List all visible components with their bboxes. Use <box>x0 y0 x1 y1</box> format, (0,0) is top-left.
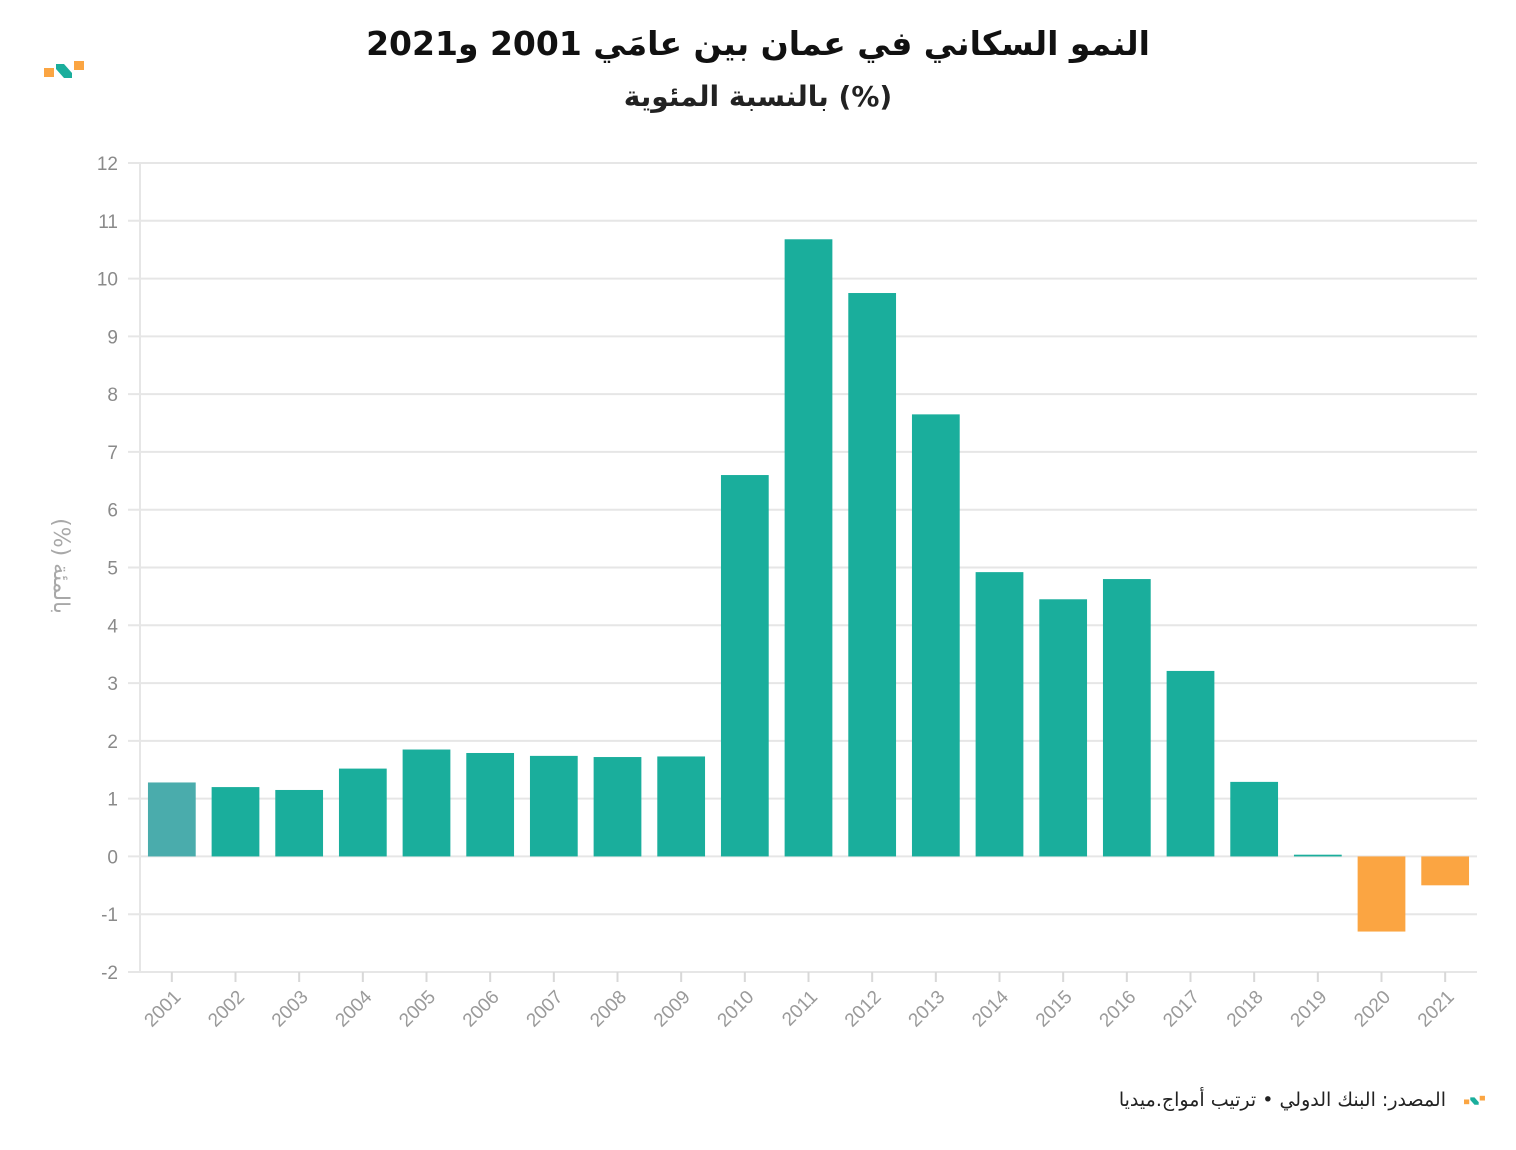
x-tick-label: 2020 <box>1350 987 1395 1032</box>
bar <box>1293 854 1342 857</box>
x-tick-label: 2003 <box>268 987 313 1032</box>
y-tick-label: 0 <box>107 847 118 868</box>
x-tick-label: 2012 <box>841 987 886 1032</box>
bar <box>275 789 324 857</box>
bar <box>1230 781 1279 857</box>
y-tick-label: 1 <box>107 790 118 811</box>
x-tick-label: 2009 <box>650 987 695 1032</box>
bar <box>402 749 451 857</box>
x-tick-label: 2019 <box>1287 987 1332 1032</box>
bar <box>147 782 196 857</box>
bar <box>848 293 897 857</box>
source-note: المصدر: البنك الدولي • ترتيب أمواج.ميديا <box>1118 1089 1446 1111</box>
bar <box>975 572 1024 857</box>
x-tick-label: 2014 <box>968 986 1013 1031</box>
x-tick-label: 2008 <box>586 987 631 1032</box>
bar <box>784 239 833 857</box>
bar <box>657 756 706 857</box>
bar <box>1039 599 1088 857</box>
bar <box>1102 579 1151 857</box>
y-tick-label: 4 <box>107 616 118 637</box>
y-tick-label: 9 <box>107 327 118 348</box>
y-tick-label: 5 <box>107 559 118 580</box>
bar <box>211 787 260 857</box>
bar <box>1421 856 1470 886</box>
x-tick-label: 2004 <box>332 986 377 1031</box>
y-tick-label: 3 <box>107 674 118 695</box>
x-tick-label: 2017 <box>1159 987 1204 1032</box>
y-tick-label: -1 <box>101 905 118 926</box>
y-tick-label: 11 <box>98 212 118 233</box>
x-tick-label: 2002 <box>204 987 249 1032</box>
bar <box>1357 856 1406 932</box>
y-tick-label: 12 <box>97 154 118 175</box>
bar <box>338 768 387 857</box>
bar <box>911 414 960 857</box>
y-axis-label: بالمئة (%) <box>48 518 73 614</box>
bar <box>720 475 769 857</box>
bar <box>529 755 578 857</box>
y-tick-label: 2 <box>107 732 118 753</box>
x-tick-label: 2006 <box>459 987 504 1032</box>
x-tick-label: 2011 <box>778 987 822 1031</box>
amwaj-small-logo-icon <box>1464 1095 1485 1105</box>
x-tick-label: 2010 <box>714 987 759 1032</box>
x-tick-label: 2015 <box>1032 987 1077 1032</box>
bar <box>466 752 515 857</box>
x-tick-label: 2007 <box>523 987 568 1032</box>
chart-subtitle: بالنسبة المئوية (%) <box>623 80 893 113</box>
x-tick-label: 2021 <box>1414 987 1459 1032</box>
y-tick-label: 7 <box>107 443 118 464</box>
x-tick-label: 2018 <box>1223 987 1268 1032</box>
x-tick-label: 2016 <box>1096 987 1141 1032</box>
y-tick-label: 8 <box>107 385 118 406</box>
x-tick-label: 2005 <box>395 987 440 1032</box>
bar <box>593 757 642 857</box>
y-tick-label: 10 <box>97 270 118 291</box>
x-tick-label: 2001 <box>141 987 186 1032</box>
y-tick-label: -2 <box>101 963 118 984</box>
chart-title: النمو السكاني في عمان بين عامَي 2001 و20… <box>366 24 1150 63</box>
x-tick-label: 2013 <box>905 987 950 1032</box>
y-tick-label: 6 <box>107 501 118 522</box>
bar <box>1166 670 1215 857</box>
amwaj-logo-icon <box>44 61 84 78</box>
